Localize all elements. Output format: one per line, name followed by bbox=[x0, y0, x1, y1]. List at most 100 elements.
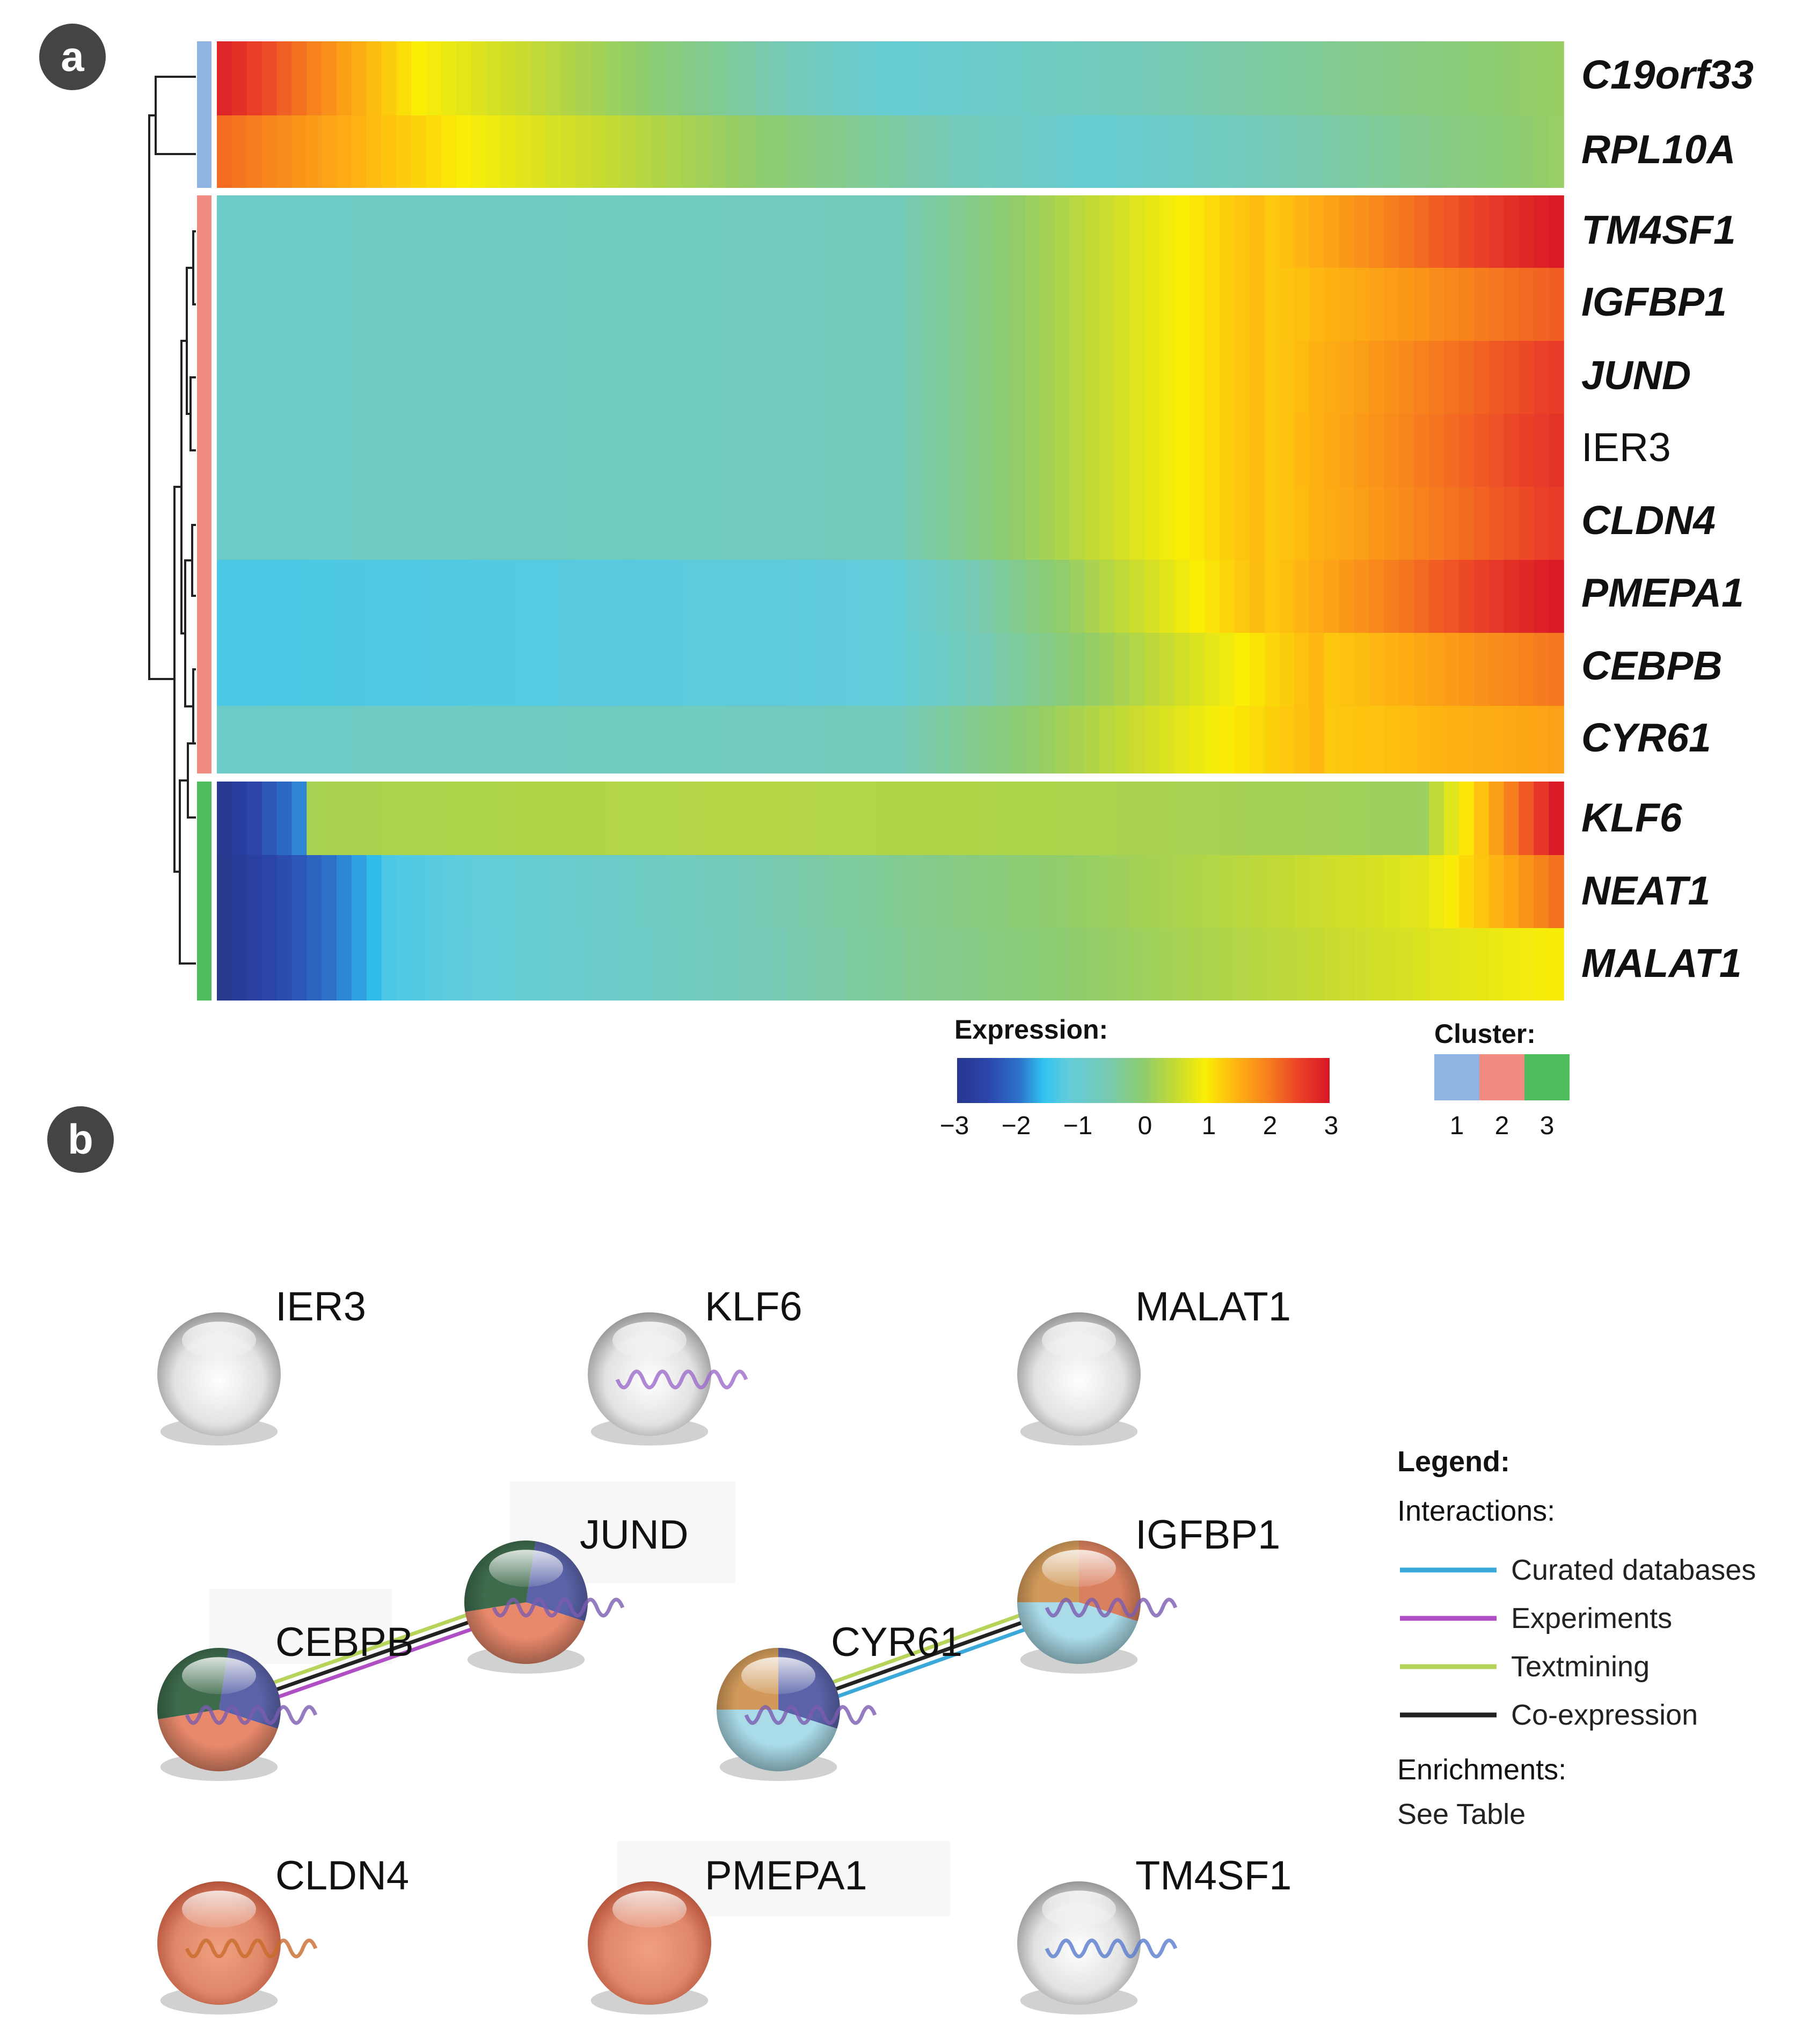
heatmap-cell bbox=[1384, 855, 1400, 928]
heatmap-row-cyr61 bbox=[217, 706, 1564, 773]
heatmap-cell bbox=[1504, 706, 1520, 773]
heatmap-cell bbox=[1473, 706, 1490, 773]
node-structure bbox=[1045, 1597, 1178, 1618]
heatmap-cell bbox=[576, 855, 592, 928]
heatmap-cell bbox=[1055, 268, 1070, 341]
heatmap-cell bbox=[725, 341, 741, 414]
heatmap-cell bbox=[1549, 633, 1564, 706]
heatmap-cell bbox=[1339, 928, 1355, 1001]
heatmap-cell bbox=[1190, 195, 1205, 268]
legend-label: Textmining bbox=[1511, 1651, 1650, 1683]
heatmap-cell bbox=[1443, 782, 1460, 855]
heatmap-cell bbox=[1234, 706, 1250, 773]
heatmap-cell bbox=[546, 341, 561, 414]
heatmap-cell bbox=[725, 706, 741, 773]
heatmap-cell bbox=[231, 341, 247, 414]
node-klf6[interactable]: KLF6 bbox=[588, 1284, 802, 1446]
heatmap-cell bbox=[905, 414, 921, 487]
heatmap-cell bbox=[1084, 855, 1100, 928]
heatmap-cell bbox=[590, 487, 607, 560]
heatmap-cell bbox=[1294, 706, 1310, 773]
heatmap bbox=[212, 41, 1565, 1001]
heatmap-cell bbox=[1369, 706, 1385, 773]
heatmap-cell bbox=[920, 928, 936, 1001]
heatmap-cell bbox=[471, 928, 487, 1001]
heatmap-cell bbox=[890, 414, 906, 487]
node-cldn4[interactable]: CLDN4 bbox=[157, 1853, 409, 2014]
heatmap-cell bbox=[1429, 706, 1444, 773]
heatmap-cell bbox=[830, 341, 846, 414]
cluster-separator bbox=[212, 188, 1565, 195]
heatmap-cell bbox=[965, 487, 981, 560]
heatmap-cell bbox=[1354, 487, 1370, 560]
heatmap-cell bbox=[1384, 115, 1400, 188]
heatmap-cell bbox=[1549, 855, 1564, 928]
node-malat1[interactable]: MALAT1 bbox=[1017, 1284, 1291, 1446]
heatmap-cell bbox=[276, 855, 293, 928]
heatmap-cell bbox=[1534, 855, 1549, 928]
heatmap-cell bbox=[1504, 41, 1520, 115]
gene-label-malat1: MALAT1 bbox=[1581, 940, 1742, 986]
heatmap-cell bbox=[351, 706, 367, 773]
heatmap-cell bbox=[1504, 782, 1520, 855]
heatmap-row-cebpb bbox=[217, 633, 1564, 706]
node-cyr61[interactable]: CYR61 bbox=[717, 1619, 962, 1781]
heatmap-cell bbox=[381, 487, 397, 560]
heatmap-cell bbox=[396, 706, 412, 773]
node-pmepa1[interactable]: PMEPA1 bbox=[588, 1853, 867, 2014]
heatmap-cell bbox=[815, 41, 831, 115]
expression-legend: Expression: −3 −2 −1 0 1 2 3 bbox=[940, 1014, 1339, 1140]
heatmap-cell bbox=[516, 560, 532, 633]
heatmap-cell bbox=[1443, 633, 1460, 706]
heatmap-cell bbox=[276, 268, 293, 341]
heatmap-cell bbox=[800, 41, 816, 115]
heatmap-cell bbox=[845, 195, 861, 268]
heatmap-cell bbox=[755, 41, 771, 115]
node-ier3[interactable]: IER3 bbox=[157, 1284, 366, 1446]
heatmap-cell bbox=[231, 633, 247, 706]
node-jund[interactable]: JUND bbox=[464, 1512, 689, 1674]
heatmap-cell bbox=[1190, 855, 1205, 928]
heatmap-cell bbox=[1458, 195, 1475, 268]
node-cebpb[interactable]: CEBPB bbox=[157, 1619, 414, 1781]
heatmap-cell bbox=[322, 560, 337, 633]
heatmap-cell bbox=[800, 414, 816, 487]
heatmap-cell bbox=[1249, 706, 1265, 773]
heatmap-cell bbox=[636, 487, 652, 560]
heatmap-cell bbox=[681, 633, 696, 706]
heatmap-cell bbox=[1249, 414, 1265, 487]
heatmap-cell bbox=[1264, 414, 1280, 487]
heatmap-cell bbox=[696, 41, 711, 115]
heatmap-cell bbox=[366, 633, 382, 706]
heatmap-cell bbox=[755, 115, 771, 188]
heatmap-cell bbox=[920, 633, 936, 706]
heatmap-cell bbox=[441, 115, 457, 188]
heatmap-cell bbox=[441, 633, 457, 706]
heatmap-cell bbox=[1159, 115, 1175, 188]
heatmap-cell bbox=[1294, 782, 1310, 855]
heatmap-cell bbox=[920, 268, 936, 341]
heatmap-cell bbox=[1429, 633, 1444, 706]
node-tm4sf1[interactable]: TM4SF1 bbox=[1017, 1853, 1291, 2014]
heatmap-cell bbox=[1458, 487, 1475, 560]
heatmap-cell bbox=[590, 341, 607, 414]
heatmap-cell bbox=[651, 341, 667, 414]
heatmap-cell bbox=[1309, 928, 1325, 1001]
heatmap-cell bbox=[1504, 115, 1520, 188]
heatmap-cell bbox=[636, 115, 652, 188]
heatmap-cell bbox=[1534, 782, 1549, 855]
heatmap-cell bbox=[905, 487, 921, 560]
heatmap-cell bbox=[965, 855, 981, 928]
node-igfbp1[interactable]: IGFBP1 bbox=[1017, 1512, 1280, 1674]
heatmap-cell bbox=[531, 782, 547, 855]
heatmap-cell bbox=[246, 195, 262, 268]
heatmap-cell bbox=[1174, 341, 1190, 414]
panel-a-letter: a bbox=[61, 33, 84, 80]
heatmap-cell bbox=[411, 487, 427, 560]
heatmap-cell bbox=[411, 414, 427, 487]
heatmap-cell bbox=[576, 115, 592, 188]
heatmap-cell bbox=[1099, 115, 1115, 188]
heatmap-cell bbox=[231, 487, 247, 560]
heatmap-cell bbox=[471, 115, 487, 188]
heatmap-cell bbox=[1129, 41, 1145, 115]
